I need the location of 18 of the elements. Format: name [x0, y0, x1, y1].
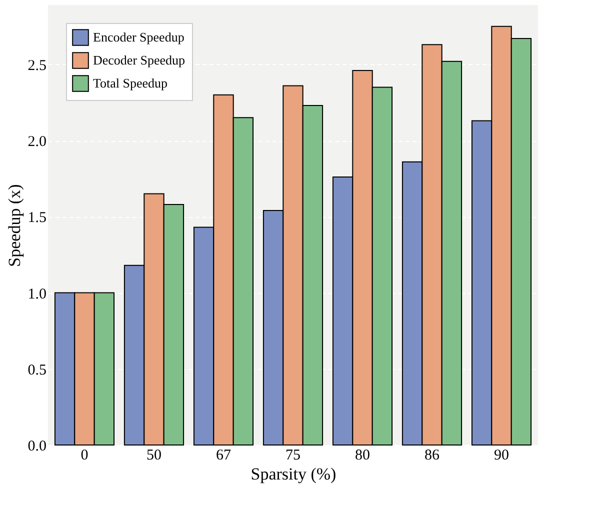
legend-label: Total Speedup: [93, 76, 168, 90]
y-tick-label: 2.0: [28, 134, 46, 150]
legend-label: Encoder Speedup: [93, 30, 184, 44]
x-tick-label: 75: [286, 448, 300, 464]
x-tick-label: 0: [80, 448, 88, 464]
y-tick-label: 1.0: [28, 286, 46, 302]
legend-label: Decoder Speedup: [93, 52, 186, 68]
y-axis-title: Speedup (x): [4, 184, 24, 267]
x-tick-label: 86: [424, 448, 440, 464]
x-tick-label: 50: [146, 448, 162, 464]
y-tick-label: 1.5: [28, 210, 46, 226]
y-tick-label: 2.5: [28, 58, 46, 74]
x-tick-label: 90: [494, 448, 510, 464]
y-tick-label: 0.0: [28, 438, 46, 454]
y-tick-label: 0.5: [28, 362, 46, 378]
x-axis-title: Sparsity (%): [250, 464, 336, 484]
x-tick-label: 67: [216, 448, 232, 464]
x-tick-label: 80: [355, 448, 370, 464]
